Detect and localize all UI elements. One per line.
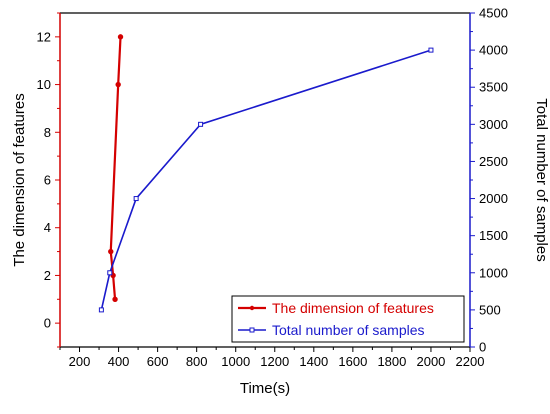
- series-layer: [98, 34, 434, 313]
- right-y-tick-label: 2500: [479, 154, 508, 169]
- data-point: [428, 47, 434, 53]
- labels-layer: 200 400 600 800 1000 1200 1400 1600 1800 2000 2200…: [11, 6, 550, 398]
- x-tick-label: 200: [69, 354, 91, 369]
- x-tick-label: 2000: [416, 354, 445, 369]
- x-tick-label: 600: [147, 354, 169, 369]
- data-point: [108, 248, 114, 255]
- x-tick-label: 1600: [338, 354, 367, 369]
- x-tick-label: 1800: [377, 354, 406, 369]
- right-y-axis-title: Total number of samples: [533, 98, 550, 261]
- right-y-tick-label: 3000: [479, 117, 508, 132]
- data-point: [112, 296, 118, 302]
- x-tick-label: 400: [108, 354, 130, 369]
- legend-swatch-marker: [249, 305, 255, 311]
- left-y-tick-label: 12: [37, 29, 51, 44]
- series-1: [108, 34, 124, 302]
- left-y-tick-label: 6: [44, 173, 51, 188]
- x-axis-title: Time(s): [240, 380, 290, 397]
- left-y-tick-label: 8: [44, 125, 51, 140]
- right-y-tick-label: 2000: [479, 191, 508, 206]
- x-tick-label: 800: [186, 354, 208, 369]
- right-y-tick-label: 4000: [479, 43, 508, 58]
- x-tick-label: 1200: [260, 354, 289, 369]
- left-y-tick-label: 0: [44, 316, 51, 331]
- right-y-tick-label: 0: [479, 340, 486, 355]
- left-y-tick-label: 2: [44, 268, 51, 283]
- x-tick-label: 1400: [299, 354, 328, 369]
- data-point: [117, 34, 124, 40]
- legend-swatch-marker: [249, 327, 255, 333]
- series-2: [98, 47, 434, 313]
- data-point: [133, 196, 139, 202]
- right-y-tick-label: 4500: [479, 6, 508, 21]
- data-point: [115, 81, 121, 88]
- plot-area: [60, 13, 470, 347]
- data-point: [198, 121, 204, 127]
- right-y-tick-label: 3500: [479, 80, 508, 95]
- legend-box: [231, 295, 465, 343]
- legend: The dimension of features Total number of…: [231, 295, 465, 343]
- left-y-tick-label: 4: [44, 220, 51, 235]
- left-y-axis-title: The dimension of features: [11, 93, 28, 266]
- legend-label: The dimension of features: [272, 300, 434, 316]
- right-y-tick-label: 500: [479, 302, 501, 317]
- data-point: [98, 307, 104, 313]
- right-y-tick-label: 1500: [479, 228, 508, 243]
- right-y-tick-label: 1000: [479, 265, 508, 280]
- x-tick-label: 1000: [221, 354, 250, 369]
- legend-label: Total number of samples: [272, 322, 425, 338]
- data-point: [107, 270, 113, 276]
- x-tick-label: 2200: [456, 354, 485, 369]
- left-y-tick-label: 10: [37, 77, 51, 92]
- axes-layer: [55, 12, 475, 352]
